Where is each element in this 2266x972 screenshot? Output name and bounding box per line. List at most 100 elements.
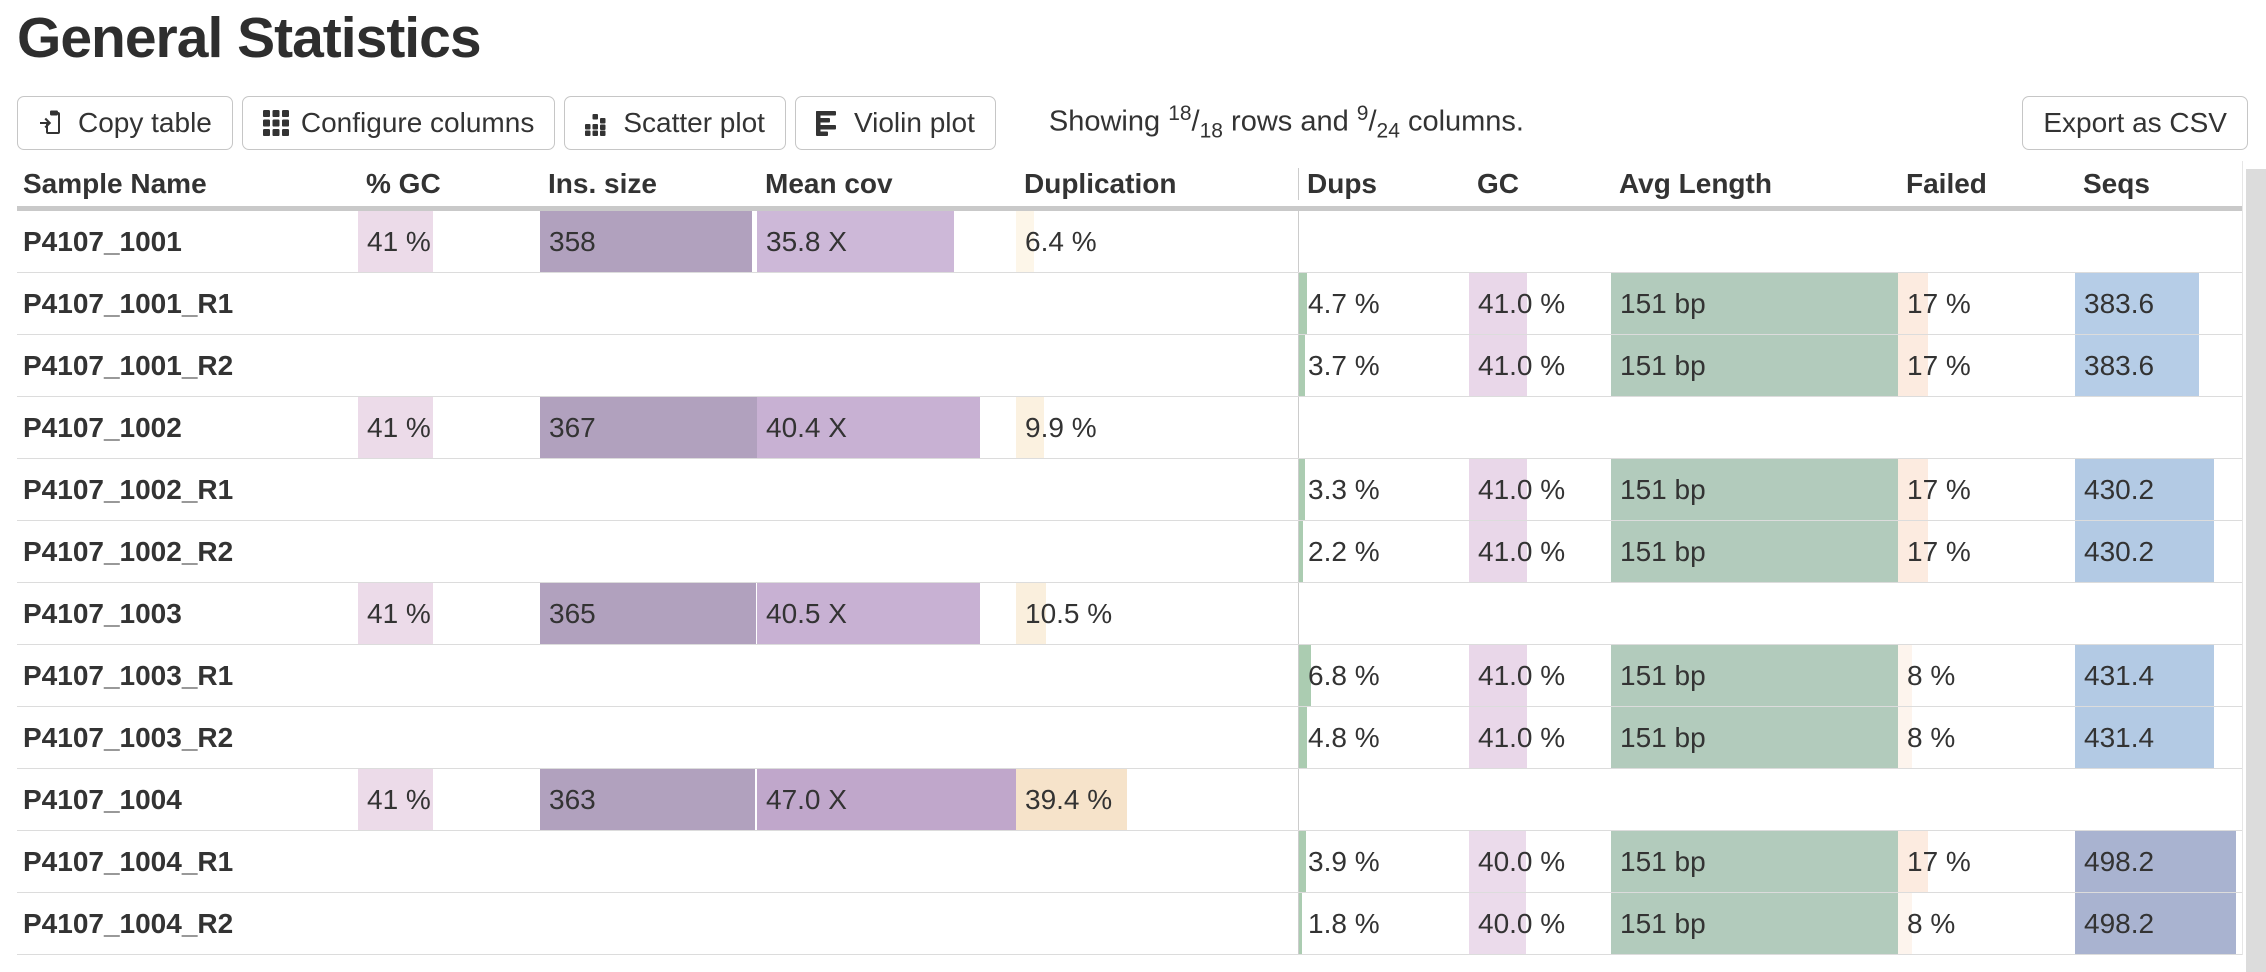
value-bar: [358, 211, 433, 272]
table-row: P4107_1003 41 % 365 40.5 X 10.5 %: [17, 583, 2242, 645]
cell-mean_cov: [757, 707, 1016, 768]
cell-value: 498.2: [2084, 845, 2155, 877]
value-bar: [1469, 273, 1528, 334]
cell-ins_size: [540, 273, 757, 334]
cell-failed: [1898, 769, 2075, 830]
value-bar: [2075, 459, 2214, 520]
cell-pct_gc: 41 %: [358, 211, 540, 272]
cell-mean_cov: [757, 645, 1016, 706]
cell-value: 17 %: [1907, 535, 1971, 567]
cell-ins_size: 367: [540, 397, 757, 458]
column-header-failed[interactable]: Failed: [1906, 167, 1987, 199]
cell-seqs: [2075, 769, 2243, 830]
value-bar: [1299, 459, 1305, 520]
cell-pct_gc: [358, 521, 540, 582]
cell-value: 17 %: [1907, 349, 1971, 381]
cell-value: 6.8 %: [1308, 659, 1380, 691]
vertical-scrollbar[interactable]: [2246, 169, 2266, 972]
sample-name: P4107_1002: [23, 411, 182, 443]
column-header-avg_length[interactable]: Avg Length: [1619, 167, 1772, 199]
cell-value: 431.4: [2084, 659, 2155, 691]
cell-seqs: [2075, 211, 2243, 272]
cell-gc: [1469, 211, 1611, 272]
cell-failed: 17 %: [1898, 459, 2075, 520]
cell-pct_gc: [358, 273, 540, 334]
cell-mean_cov: [757, 893, 1016, 954]
cell-mean_cov: [757, 831, 1016, 892]
cell-value: 41.0 %: [1478, 349, 1566, 381]
cell-value: 8 %: [1907, 907, 1956, 939]
value-bar: [757, 397, 980, 458]
column-header-mean_cov[interactable]: Mean cov: [765, 167, 893, 199]
cell-dups: [1298, 211, 1469, 272]
sample-name: P4107_1004_R2: [23, 907, 234, 939]
sample-name: P4107_1004_R1: [23, 845, 234, 877]
cell-value: 431.4: [2084, 721, 2155, 753]
copy-table-button[interactable]: Copy table: [17, 96, 233, 150]
cell-value: 41 %: [367, 783, 431, 815]
table-row: P4107_1002_R1 3.3 % 41.0 % 151 bp 17 % 430.2: [17, 459, 2242, 521]
value-bar: [757, 583, 981, 644]
column-header-dups[interactable]: Dups: [1298, 167, 1469, 200]
cell-seqs: 383.6: [2075, 335, 2243, 396]
configure-columns-button[interactable]: Configure columns: [241, 96, 556, 150]
table-header-row: Sample Name % GC Ins. size Mean cov Duplicat…: [17, 161, 2242, 211]
cell-mean_cov: 47.0 X: [757, 769, 1016, 830]
cell-avg_length: [1611, 769, 1898, 830]
value-bar: [2075, 521, 2214, 582]
cell-value: 4.7 %: [1308, 287, 1380, 319]
value-bar: [1016, 397, 1044, 458]
cell-value: 17 %: [1907, 845, 1971, 877]
page-title: General Statistics: [17, 6, 482, 70]
cell-value: 383.6: [2084, 349, 2155, 381]
value-bar: [1016, 211, 1035, 272]
violin-plot-button[interactable]: Violin plot: [794, 96, 996, 150]
cell-value: 40.4 X: [766, 411, 847, 443]
cell-value: 4.8 %: [1308, 721, 1380, 753]
clipboard-icon: [38, 109, 66, 137]
table-row: P4107_1002 41 % 367 40.4 X 9.9 %: [17, 397, 2242, 459]
value-bar: [540, 211, 752, 272]
cell-ins_size: [540, 831, 757, 892]
cell-pct_gc: [358, 459, 540, 520]
cell-ins_size: 358: [540, 211, 757, 272]
export-csv-button[interactable]: Export as CSV: [2022, 96, 2248, 150]
cell-ins_size: 365: [540, 583, 757, 644]
column-header-seqs[interactable]: Seqs: [2083, 167, 2150, 199]
cell-dups: [1298, 769, 1469, 830]
cell-seqs: 383.6: [2075, 273, 2243, 334]
cell-dups: 1.8 %: [1298, 893, 1469, 954]
copy-table-label: Copy table: [78, 107, 212, 138]
cell-value: 151 bp: [1620, 845, 1706, 877]
column-header-sample[interactable]: Sample Name: [23, 167, 207, 199]
column-header-duplication[interactable]: Duplication: [1024, 167, 1177, 199]
cell-dups: 2.2 %: [1298, 521, 1469, 582]
sample-name: P4107_1002_R1: [23, 473, 234, 505]
cell-value: 151 bp: [1620, 721, 1706, 753]
cell-value: 363: [549, 783, 596, 815]
cell-mean_cov: [757, 335, 1016, 396]
cell-value: 41 %: [367, 411, 431, 443]
cell-failed: 8 %: [1898, 707, 2075, 768]
value-bar: [2075, 273, 2199, 334]
column-header-pct_gc[interactable]: % GC: [366, 167, 441, 199]
value-bar: [1469, 335, 1528, 396]
cell-gc: 41.0 %: [1469, 459, 1611, 520]
cell-avg_length: 151 bp: [1611, 831, 1898, 892]
scatter-plot-button[interactable]: Scatter plot: [564, 96, 786, 150]
value-bar: [1898, 707, 1913, 768]
cell-avg_length: 151 bp: [1611, 893, 1898, 954]
violin-icon: [815, 110, 842, 136]
cell-dups: [1298, 583, 1469, 644]
column-header-gc[interactable]: GC: [1477, 167, 1519, 199]
cell-avg_length: [1611, 211, 1898, 272]
sample-name: P4107_1001_R1: [23, 287, 234, 319]
cell-mean_cov: 35.8 X: [757, 211, 1016, 272]
cell-pct_gc: [358, 707, 540, 768]
cell-ins_size: [540, 893, 757, 954]
cell-value: 498.2: [2084, 907, 2155, 939]
value-bar: [2075, 707, 2215, 768]
cell-gc: 41.0 %: [1469, 707, 1611, 768]
value-bar: [1469, 707, 1528, 768]
column-header-ins_size[interactable]: Ins. size: [548, 167, 657, 199]
